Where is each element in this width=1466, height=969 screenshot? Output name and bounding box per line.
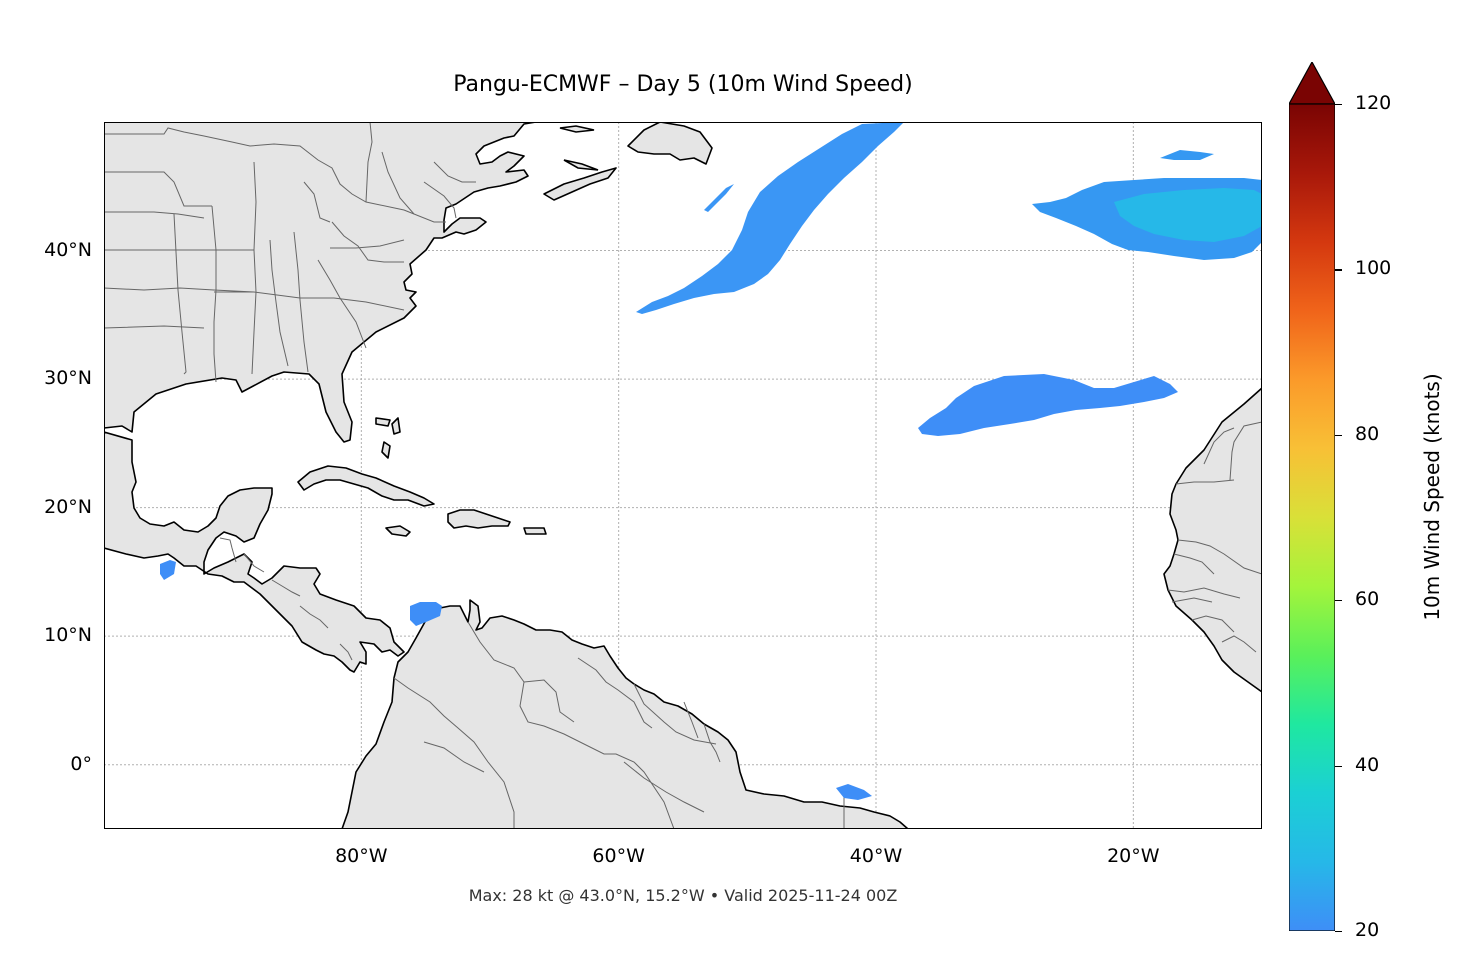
wind-region-north-atlantic-fleck [704, 184, 734, 212]
wind-region-pacific-patch [160, 560, 176, 580]
colorbar-tick-label: 100 [1355, 257, 1392, 280]
map-svg [104, 122, 1262, 829]
map-footer: Max: 28 kt @ 43.0°N, 15.2°W • Valid 2025… [468, 886, 898, 905]
africa-land [1163, 387, 1262, 693]
wind-region-central-atlantic-band [918, 374, 1178, 436]
lat-label: 10°N [44, 624, 92, 647]
lon-label: 80°W [335, 845, 388, 867]
wind-region-brazil-patch [836, 784, 872, 800]
colorbar-gradient [1289, 103, 1335, 931]
lon-label: 40°W [849, 845, 903, 867]
lon-label: 20°W [1107, 845, 1160, 867]
colorbar-tick-label: 120 [1355, 92, 1392, 114]
map-title: Pangu-ECMWF – Day 5 (10m Wind Speed) [453, 72, 913, 97]
colorbar-tick-label: 80 [1355, 422, 1380, 445]
colorbar [1289, 62, 1335, 931]
colorbar-tick-label: 40 [1355, 753, 1380, 776]
colorbar-tick-mark [1335, 765, 1342, 767]
lon-label: 60°W [592, 845, 645, 867]
colorbar-extend-arrow [1289, 62, 1335, 105]
cuba-land [297, 465, 435, 507]
colorbar-tick-mark [1335, 104, 1342, 106]
map-area[interactable] [104, 122, 1262, 829]
newfoundland-land [627, 122, 713, 165]
lat-label: 0° [70, 752, 92, 775]
south-america-land [341, 599, 909, 829]
pei-land [559, 125, 599, 171]
wind-region-northeast-atlantic-core [1114, 188, 1262, 242]
lat-label: 40°N [44, 238, 92, 261]
colorbar-tick-label: 20 [1355, 919, 1380, 941]
wind-region-northeast-atlantic-patch [1160, 150, 1214, 160]
bahamas-land [375, 417, 401, 459]
central-america-land [104, 431, 405, 673]
puerto-rico-land [523, 527, 547, 535]
nova-scotia-land [543, 167, 617, 201]
colorbar-tick-mark [1335, 434, 1342, 436]
colorbar-tick-mark [1335, 600, 1342, 602]
north-america-land [104, 122, 537, 443]
colorbar-tick-mark [1335, 931, 1342, 933]
wind-region-north-atlantic-band [636, 122, 904, 314]
lat-label: 20°N [44, 495, 92, 518]
colorbar-tick-mark [1335, 269, 1342, 271]
wind-region-caribbean-patch [410, 602, 442, 626]
jamaica-land [385, 525, 411, 537]
political-borders [104, 122, 1262, 829]
colorbar-label: 10m Wind Speed (knots) [1420, 373, 1444, 621]
hispaniola-land [447, 509, 511, 529]
lat-label: 30°N [44, 367, 92, 390]
wind-speed-layer [160, 122, 1262, 800]
colorbar-tick-label: 60 [1355, 588, 1380, 611]
